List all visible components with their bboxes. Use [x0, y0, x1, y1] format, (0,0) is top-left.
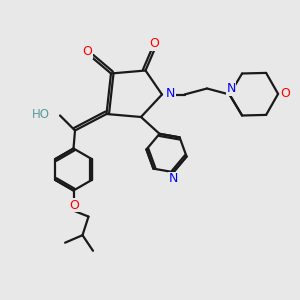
Text: O: O [281, 87, 290, 100]
Text: HO: HO [32, 107, 50, 121]
Text: N: N [226, 82, 236, 95]
Text: O: O [69, 199, 79, 212]
Text: N: N [169, 172, 178, 185]
Text: O: O [82, 45, 92, 58]
Text: N: N [166, 86, 175, 100]
Text: O: O [150, 37, 159, 50]
